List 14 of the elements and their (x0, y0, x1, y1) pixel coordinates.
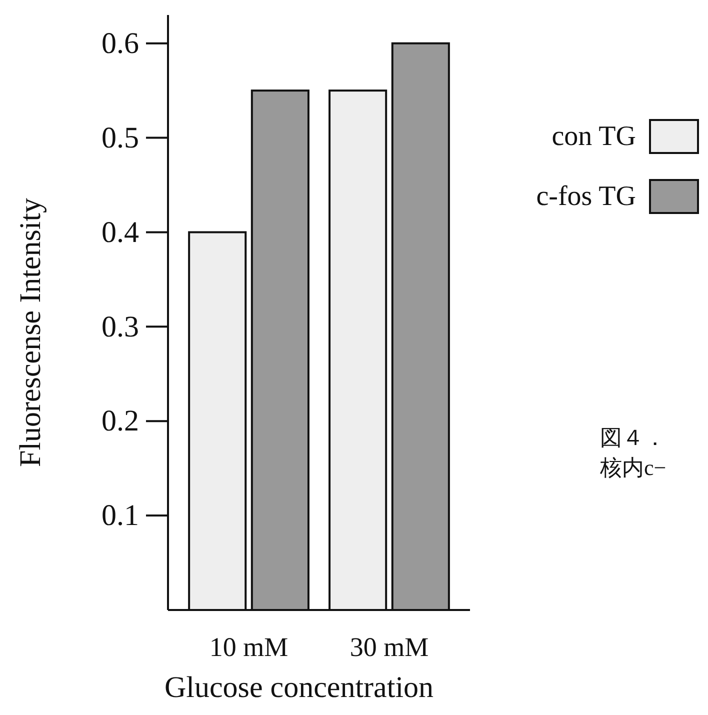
legend-label: c-fos TG (536, 181, 636, 212)
y-tick-label: 0.6 (102, 26, 139, 60)
y-tick-label: 0.2 (102, 404, 139, 438)
x-tick-label: 30 mM (350, 632, 429, 662)
y-tick-label: 0.1 (102, 499, 139, 532)
text: 核内c− (599, 455, 666, 480)
y-tick-label: 0.3 (102, 310, 139, 344)
y-tick-label: 0.4 (102, 216, 139, 249)
y-tick-label: 0.5 (102, 121, 139, 154)
y-axis-title: Fluorescense Intensity (14, 198, 47, 468)
x-tick-label: 10 mM (209, 632, 288, 662)
legend-label: con TG (552, 121, 636, 152)
x-axis-title: Glucose concentration (164, 671, 434, 704)
caption: 図４． (600, 425, 666, 450)
